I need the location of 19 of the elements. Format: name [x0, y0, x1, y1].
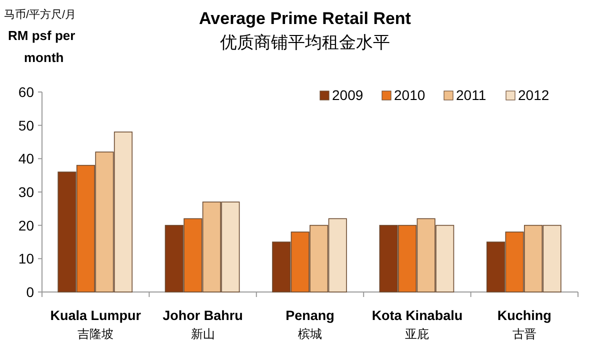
legend-label: 2009: [332, 87, 364, 103]
y-tick-label: 30: [18, 184, 34, 200]
y-tick-label: 20: [18, 217, 34, 234]
y-axis-title: 马币/平方尺/月 RM psf per month: [4, 8, 76, 65]
x-tick-label: Kota Kinabalu 亚庇: [372, 308, 463, 341]
y-tick-label: 50: [18, 117, 34, 134]
x-tick-label: Johor Bahru 新山: [162, 308, 243, 341]
legend-label: 2011: [456, 87, 486, 103]
chart-title: Average Prime Retail Rent: [199, 9, 412, 28]
chart-subtitle: 优质商铺平均租金水平: [220, 33, 390, 52]
y-tick-label: 10: [18, 250, 34, 267]
y-tick-label: 40: [18, 150, 34, 167]
x-tick-label: Kuala Lumpur 吉隆坡: [50, 308, 142, 341]
x-tick-label: Penang 槟城: [286, 308, 334, 341]
y-tick-label: 0: [26, 284, 34, 300]
legend-label: 2012: [518, 87, 550, 103]
legend-label: 2010: [394, 87, 426, 103]
y-tick-label: 60: [18, 84, 34, 100]
x-tick-label: Kuching 古晋: [497, 308, 552, 341]
